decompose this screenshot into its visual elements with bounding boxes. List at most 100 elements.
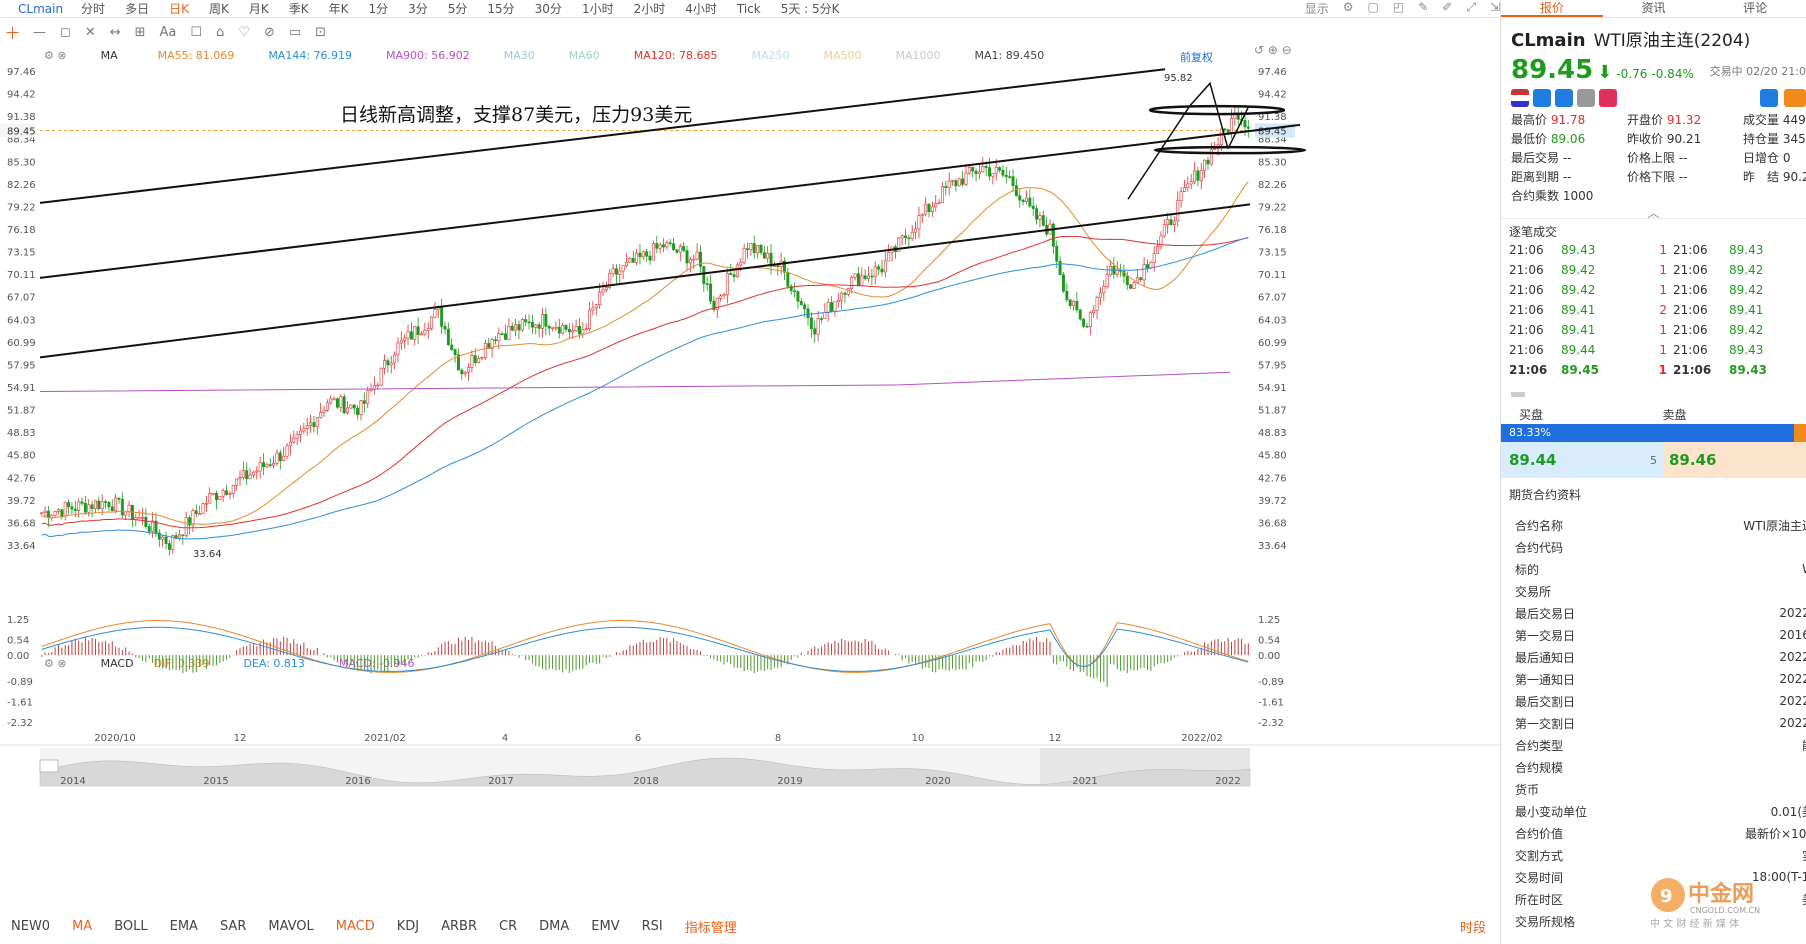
indicator-tab[interactable]: RSI (641, 918, 663, 934)
period-tab[interactable]: 3分 (408, 2, 428, 16)
ma-settings-icon[interactable]: ⚙ ⊗ (44, 49, 67, 62)
doc-badge-icon[interactable] (1577, 89, 1595, 107)
candle-body (631, 257, 635, 263)
candle-body (507, 325, 511, 340)
period-tab[interactable]: 4小时 (685, 2, 717, 16)
candle-body (1219, 128, 1223, 145)
indicator-tab[interactable]: SAR (219, 918, 247, 934)
indicator-tab[interactable]: DMA (539, 918, 570, 934)
indicator-tab[interactable]: BOLL (114, 918, 148, 934)
eye-tool[interactable]: ♡ (238, 24, 250, 40)
crosshair-tool[interactable]: 十 (6, 26, 20, 42)
period-tab[interactable]: Tick (736, 1, 761, 16)
period-tab[interactable]: 年K (328, 2, 349, 16)
candle-body (971, 166, 975, 172)
layout-icon[interactable]: ▢ (1367, 0, 1379, 14)
indicator-tab[interactable]: NEW0 (11, 918, 51, 934)
period-dropdown[interactable]: 5天 : 5分K (780, 2, 840, 16)
session-button[interactable]: 时段 (1459, 920, 1486, 936)
expand-icon[interactable]: ⇲ (1489, 0, 1500, 14)
indicator-tab[interactable]: ARBR (441, 918, 478, 934)
indicator-tab[interactable]: MACD (335, 918, 375, 934)
quick-trade-icon[interactable] (1784, 89, 1806, 107)
period-tab[interactable]: 2小时 (633, 2, 666, 16)
rect-tool[interactable]: ◻ (60, 24, 71, 40)
note-tool[interactable]: ☐ (190, 24, 203, 40)
fullscreen-icon[interactable]: ⤢ (1466, 0, 1476, 14)
candle-body (282, 455, 286, 462)
candle-body (93, 500, 97, 509)
text-tool[interactable]: Aa (159, 24, 177, 40)
symbol-label[interactable]: CLmain (18, 1, 64, 16)
arrow-tool[interactable]: ↔ (109, 24, 121, 40)
period-tab[interactable]: 周K (208, 2, 229, 16)
period-tab[interactable]: 季K (288, 2, 309, 16)
period-tab[interactable]: 月K (248, 2, 269, 16)
macd-type-selector[interactable]: MACD (100, 657, 134, 670)
settings-icon[interactable]: ⚙ (1342, 0, 1354, 14)
candle-body (591, 307, 595, 311)
ask-cell[interactable]: 89.46 (1663, 442, 1806, 478)
price-axis-label-right: 88.34 (1258, 135, 1287, 146)
candle-body (184, 517, 188, 536)
hide-tool[interactable]: ⊘ (263, 24, 275, 40)
current-price-tag-left (0, 123, 36, 138)
candle-body (335, 398, 339, 408)
candle-body (675, 249, 679, 253)
price-axis-label-right: 45.80 (1258, 451, 1287, 462)
period-tab[interactable]: 1小时 (581, 2, 614, 16)
draw-icon[interactable]: ✎ (1418, 0, 1429, 14)
price-axis-label-right: 39.72 (1258, 496, 1287, 507)
indicator-tab[interactable]: EMA (169, 918, 198, 934)
adjust-button[interactable]: 前复权 (1180, 51, 1213, 64)
candle-body (251, 471, 255, 476)
delete-tool[interactable]: ⊡ (315, 24, 327, 40)
link-tool[interactable]: ▭ (288, 24, 302, 40)
spec-key: 最后交割日 (1515, 694, 1576, 709)
period-tab[interactable]: 30分 (534, 2, 562, 16)
favorite-heart-icon[interactable] (1599, 89, 1617, 107)
candle-body (295, 434, 299, 439)
macd-settings-icon[interactable]: ⚙ ⊗ (44, 657, 67, 670)
period-tab[interactable]: 分时 (81, 2, 106, 16)
grid-tool[interactable]: ⊞ (134, 24, 146, 40)
period-tab[interactable]: 5分 (447, 2, 468, 16)
bid-cell[interactable]: 89.44 5 (1501, 442, 1663, 478)
time-axis-label: 8 (775, 733, 781, 744)
tab-comments[interactable]: 评论 (1743, 1, 1768, 15)
period-tab[interactable]: 1分 (368, 2, 389, 16)
chart-badge-icon[interactable] (1533, 89, 1551, 107)
indicator-manage-button[interactable]: 指标管理 (684, 920, 737, 936)
indicator-tab[interactable]: CR (499, 918, 518, 934)
collapse-chevron-icon[interactable]: ︿ (1647, 206, 1660, 220)
line-tool[interactable]: — (33, 24, 47, 40)
tick-cell: 1 (1659, 243, 1667, 257)
indicator-tab[interactable]: EMV (591, 918, 620, 934)
display-menu[interactable]: 显示 (1304, 2, 1329, 16)
candle-body (1196, 170, 1200, 181)
period-tab-active[interactable]: 日K (169, 2, 189, 16)
alert-bell-icon[interactable] (1760, 89, 1778, 107)
indicator-tab[interactable]: KDJ (396, 918, 420, 934)
ma-type-selector[interactable]: MA (100, 49, 118, 62)
tab-news[interactable]: 资讯 (1641, 1, 1666, 15)
magnet-tool[interactable]: ⌂ (216, 24, 225, 40)
analysis-badge-icon[interactable] (1555, 89, 1573, 107)
candle-body (937, 202, 941, 204)
pen-icon[interactable]: ✐ (1442, 0, 1453, 14)
spec-value: W (1802, 562, 1806, 576)
price-axis-label-right: 57.95 (1258, 360, 1287, 371)
indicator-tab[interactable]: MAVOL (268, 918, 314, 934)
high-label: 95.82 (1164, 73, 1193, 84)
fib-tool[interactable]: ✕ (84, 24, 96, 40)
candle-body (477, 358, 481, 363)
period-tab[interactable]: 多日 (125, 2, 150, 16)
tab-quote[interactable]: 报价 (1501, 0, 1603, 17)
candle-body (944, 186, 948, 188)
period-tab[interactable]: 15分 (487, 2, 515, 16)
indicator-tab[interactable]: MA (72, 918, 93, 934)
price-chart[interactable]: 97.46 97.46 94.42 94.42 91.38 91.38 88.34 88.34… (0, 44, 1500, 914)
scroll-handle[interactable] (1511, 392, 1525, 397)
tick-cell: 89.43 (1561, 243, 1596, 257)
screenshot-icon[interactable]: ◰ (1392, 0, 1405, 14)
